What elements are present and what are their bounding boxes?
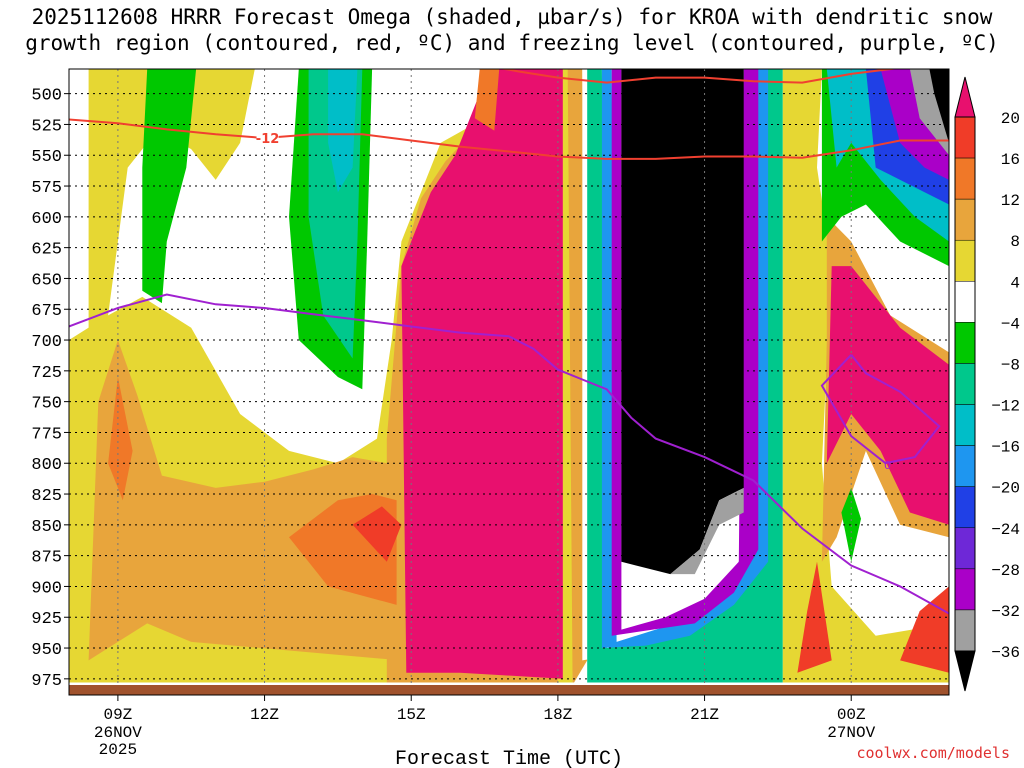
colorbar-swatch (954, 486, 976, 529)
x-tick-label: 00Z (837, 706, 866, 724)
contour-line-freezing_level (69, 293, 949, 615)
y-tick-label: 575 (31, 179, 62, 198)
y-tick-label: 650 (31, 271, 62, 290)
x-date-label: 26NOV (94, 724, 142, 742)
omega-region-4 (108, 377, 133, 501)
title-line-2: growth region (contoured, red, ºC) and f… (25, 31, 999, 55)
omega-region-18 (621, 69, 744, 575)
omega-region-7 (401, 69, 563, 679)
x-axis-label: Forecast Time (UTC) (395, 748, 623, 768)
y-tick-label: 775 (31, 425, 62, 444)
omega-region-12 (328, 69, 358, 193)
y-tick-label: 800 (31, 456, 62, 475)
colorbar-swatch (954, 281, 976, 323)
colorbar-tick-label: 16 (1001, 151, 1020, 169)
y-tick-label: 500 (31, 87, 62, 106)
colorbar-swatch (954, 404, 976, 446)
x-tick-label: 15Z (397, 706, 426, 724)
colorbar-tick-label: 8 (1010, 233, 1020, 251)
contour-label: 0 (884, 459, 891, 472)
grid-lines (69, 69, 949, 685)
colorbar-frame (954, 116, 976, 652)
y-tick-label: 600 (31, 210, 62, 229)
colorbar-swatch (954, 198, 976, 241)
colorbar-tick-label: −32 (991, 603, 1020, 621)
colorbar-top-arrow (954, 76, 976, 118)
y-tick-label: 750 (31, 395, 62, 414)
omega-region-32 (69, 682, 949, 685)
colorbar-swatch (954, 157, 976, 200)
x-tick-label: 09Z (103, 706, 132, 724)
contour-lines: -12 0 (69, 69, 949, 615)
x-tick-label: 21Z (690, 706, 719, 724)
colorbar-tick-label: −28 (991, 562, 1020, 580)
colorbar-tick-label: −20 (991, 480, 1020, 498)
y-tick-label: 925 (31, 610, 62, 629)
colorbar-tick-label: −36 (991, 644, 1020, 662)
colorbar-bottom-arrow (954, 650, 976, 692)
y-tick-label: 625 (31, 241, 62, 260)
omega-region-2 (88, 340, 402, 661)
colorbar-tick-label: 20 (1001, 110, 1020, 128)
colorbar-tick-label: 12 (1001, 192, 1020, 210)
colorbar-swatch (954, 445, 976, 487)
source-credit: coolwx.com/models (856, 744, 1010, 762)
y-tick-label: 875 (31, 549, 62, 568)
colorbar-tick-label: 4 (1010, 274, 1020, 292)
y-tick-label: 675 (31, 302, 62, 321)
y-tick-label: 725 (31, 364, 62, 383)
colorbar-tick-label: −16 (991, 439, 1020, 457)
x-year-label: 2025 (99, 741, 137, 759)
x-tick-label: 12Z (250, 706, 279, 724)
colorbar-tick-label: −24 (991, 521, 1020, 539)
y-tick-label: 550 (31, 148, 62, 167)
y-tick-label: 950 (31, 641, 62, 660)
omega-region-30 (929, 69, 949, 143)
colorbar-legend: 20 16 12 8 4 −4 −8 −12 −16 −20 −24 −28 −32 −36 (954, 76, 1020, 692)
colorbar-swatch (954, 527, 976, 570)
plot-frame (68, 68, 950, 696)
contour-line-isotherm (69, 118, 949, 160)
y-tick-label: 850 (31, 518, 62, 537)
colorbar-swatch (954, 609, 976, 652)
omega-region-6 (352, 506, 402, 562)
colorbar-tick-label: −8 (1001, 356, 1020, 374)
colorbar-swatch (954, 239, 976, 282)
ground-strip (69, 685, 949, 695)
omega-region-24 (826, 266, 949, 525)
title-line-1: 2025112608 HRRR Forecast Omega (shaded, … (31, 5, 993, 29)
omega-region-31 (841, 487, 861, 562)
colorbar-tick-label: −4 (1001, 315, 1020, 333)
colorbar-tick-label: −12 (991, 398, 1020, 416)
contour-label-bg (256, 128, 279, 145)
colorbar-swatch (954, 568, 976, 611)
x-tick-label: 18Z (543, 706, 572, 724)
y-tick-label: 700 (31, 333, 62, 352)
y-axis: 500 525 550 575 600 625 650 675 700 725 750 775 800 8… (31, 87, 69, 691)
chart-title: 2025112608 HRRR Forecast Omega (shaded, … (0, 4, 1024, 56)
colorbar-swatch (954, 322, 976, 364)
colorbar-swatch (954, 363, 976, 405)
y-tick-label: 975 (31, 672, 62, 691)
y-tick-label: 525 (31, 117, 62, 136)
omega-region-22 (900, 586, 949, 673)
omega-region-1 (88, 69, 255, 685)
y-tick-label: 825 (31, 487, 62, 506)
omega-region-8 (474, 69, 500, 131)
omega-shaded-regions (69, 69, 949, 685)
colorbar-swatch (954, 116, 976, 159)
contour-line-isotherm (499, 69, 899, 84)
y-tick-label: 900 (31, 579, 62, 598)
x-date-label: 27NOV (827, 724, 875, 742)
omega-region-19 (670, 487, 744, 575)
contour-line-freezing_level_closed (820, 354, 941, 465)
contour-label: -12 (256, 132, 280, 147)
